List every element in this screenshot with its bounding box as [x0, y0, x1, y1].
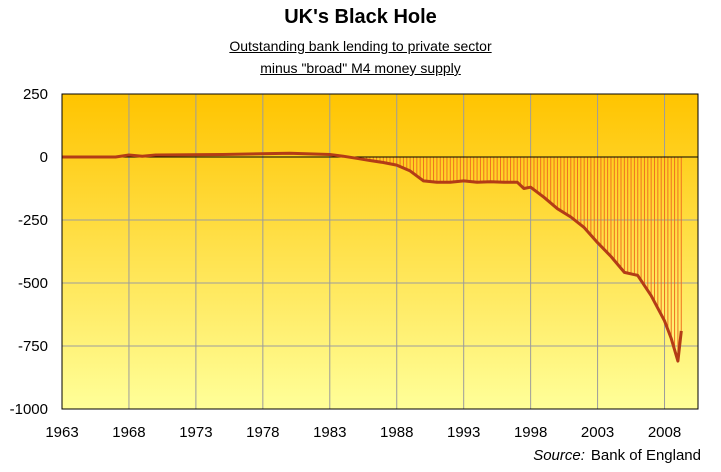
y-tick-label: 250: [23, 86, 48, 103]
x-tick-label: 2003: [581, 424, 614, 441]
x-tick-label: 1998: [514, 424, 547, 441]
series-line: [62, 151, 683, 363]
x-tick-label: 1983: [313, 424, 346, 441]
chart-title: UK's Black Hole: [284, 6, 437, 28]
x-tick-label: 2008: [648, 424, 681, 441]
source-value: Bank of England: [590, 447, 701, 464]
x-tick-label: 1973: [179, 424, 212, 441]
x-tick-label: 1988: [380, 424, 413, 441]
y-tick-label: -1000: [10, 401, 48, 418]
y-axis-tick-labels: 250 0 -250 -500 -750 -1000: [10, 86, 48, 418]
x-tick-label: 1978: [246, 424, 279, 441]
y-tick-label: -750: [18, 338, 48, 355]
source-label: Source:: [533, 447, 585, 464]
y-tick-label: 0: [40, 149, 48, 166]
x-tick-label: 1968: [112, 424, 145, 441]
y-tick-label: -250: [18, 212, 48, 229]
y-tick-label: -500: [18, 275, 48, 292]
chart-subtitle-line-1: Outstanding bank lending to private sect…: [229, 38, 492, 54]
plot-area: [62, 94, 698, 409]
source-note: Source: Bank of England: [533, 447, 701, 464]
chart-subtitle-line-2: minus "broad" M4 money supply: [260, 60, 461, 76]
x-tick-label: 1963: [45, 424, 78, 441]
x-tick-label: 1993: [447, 424, 480, 441]
plot-border: [61, 93, 699, 410]
x-axis-tick-labels: 1963 1968 1973 1978 1983 1988 1993 1998 2003 2008: [45, 424, 681, 441]
